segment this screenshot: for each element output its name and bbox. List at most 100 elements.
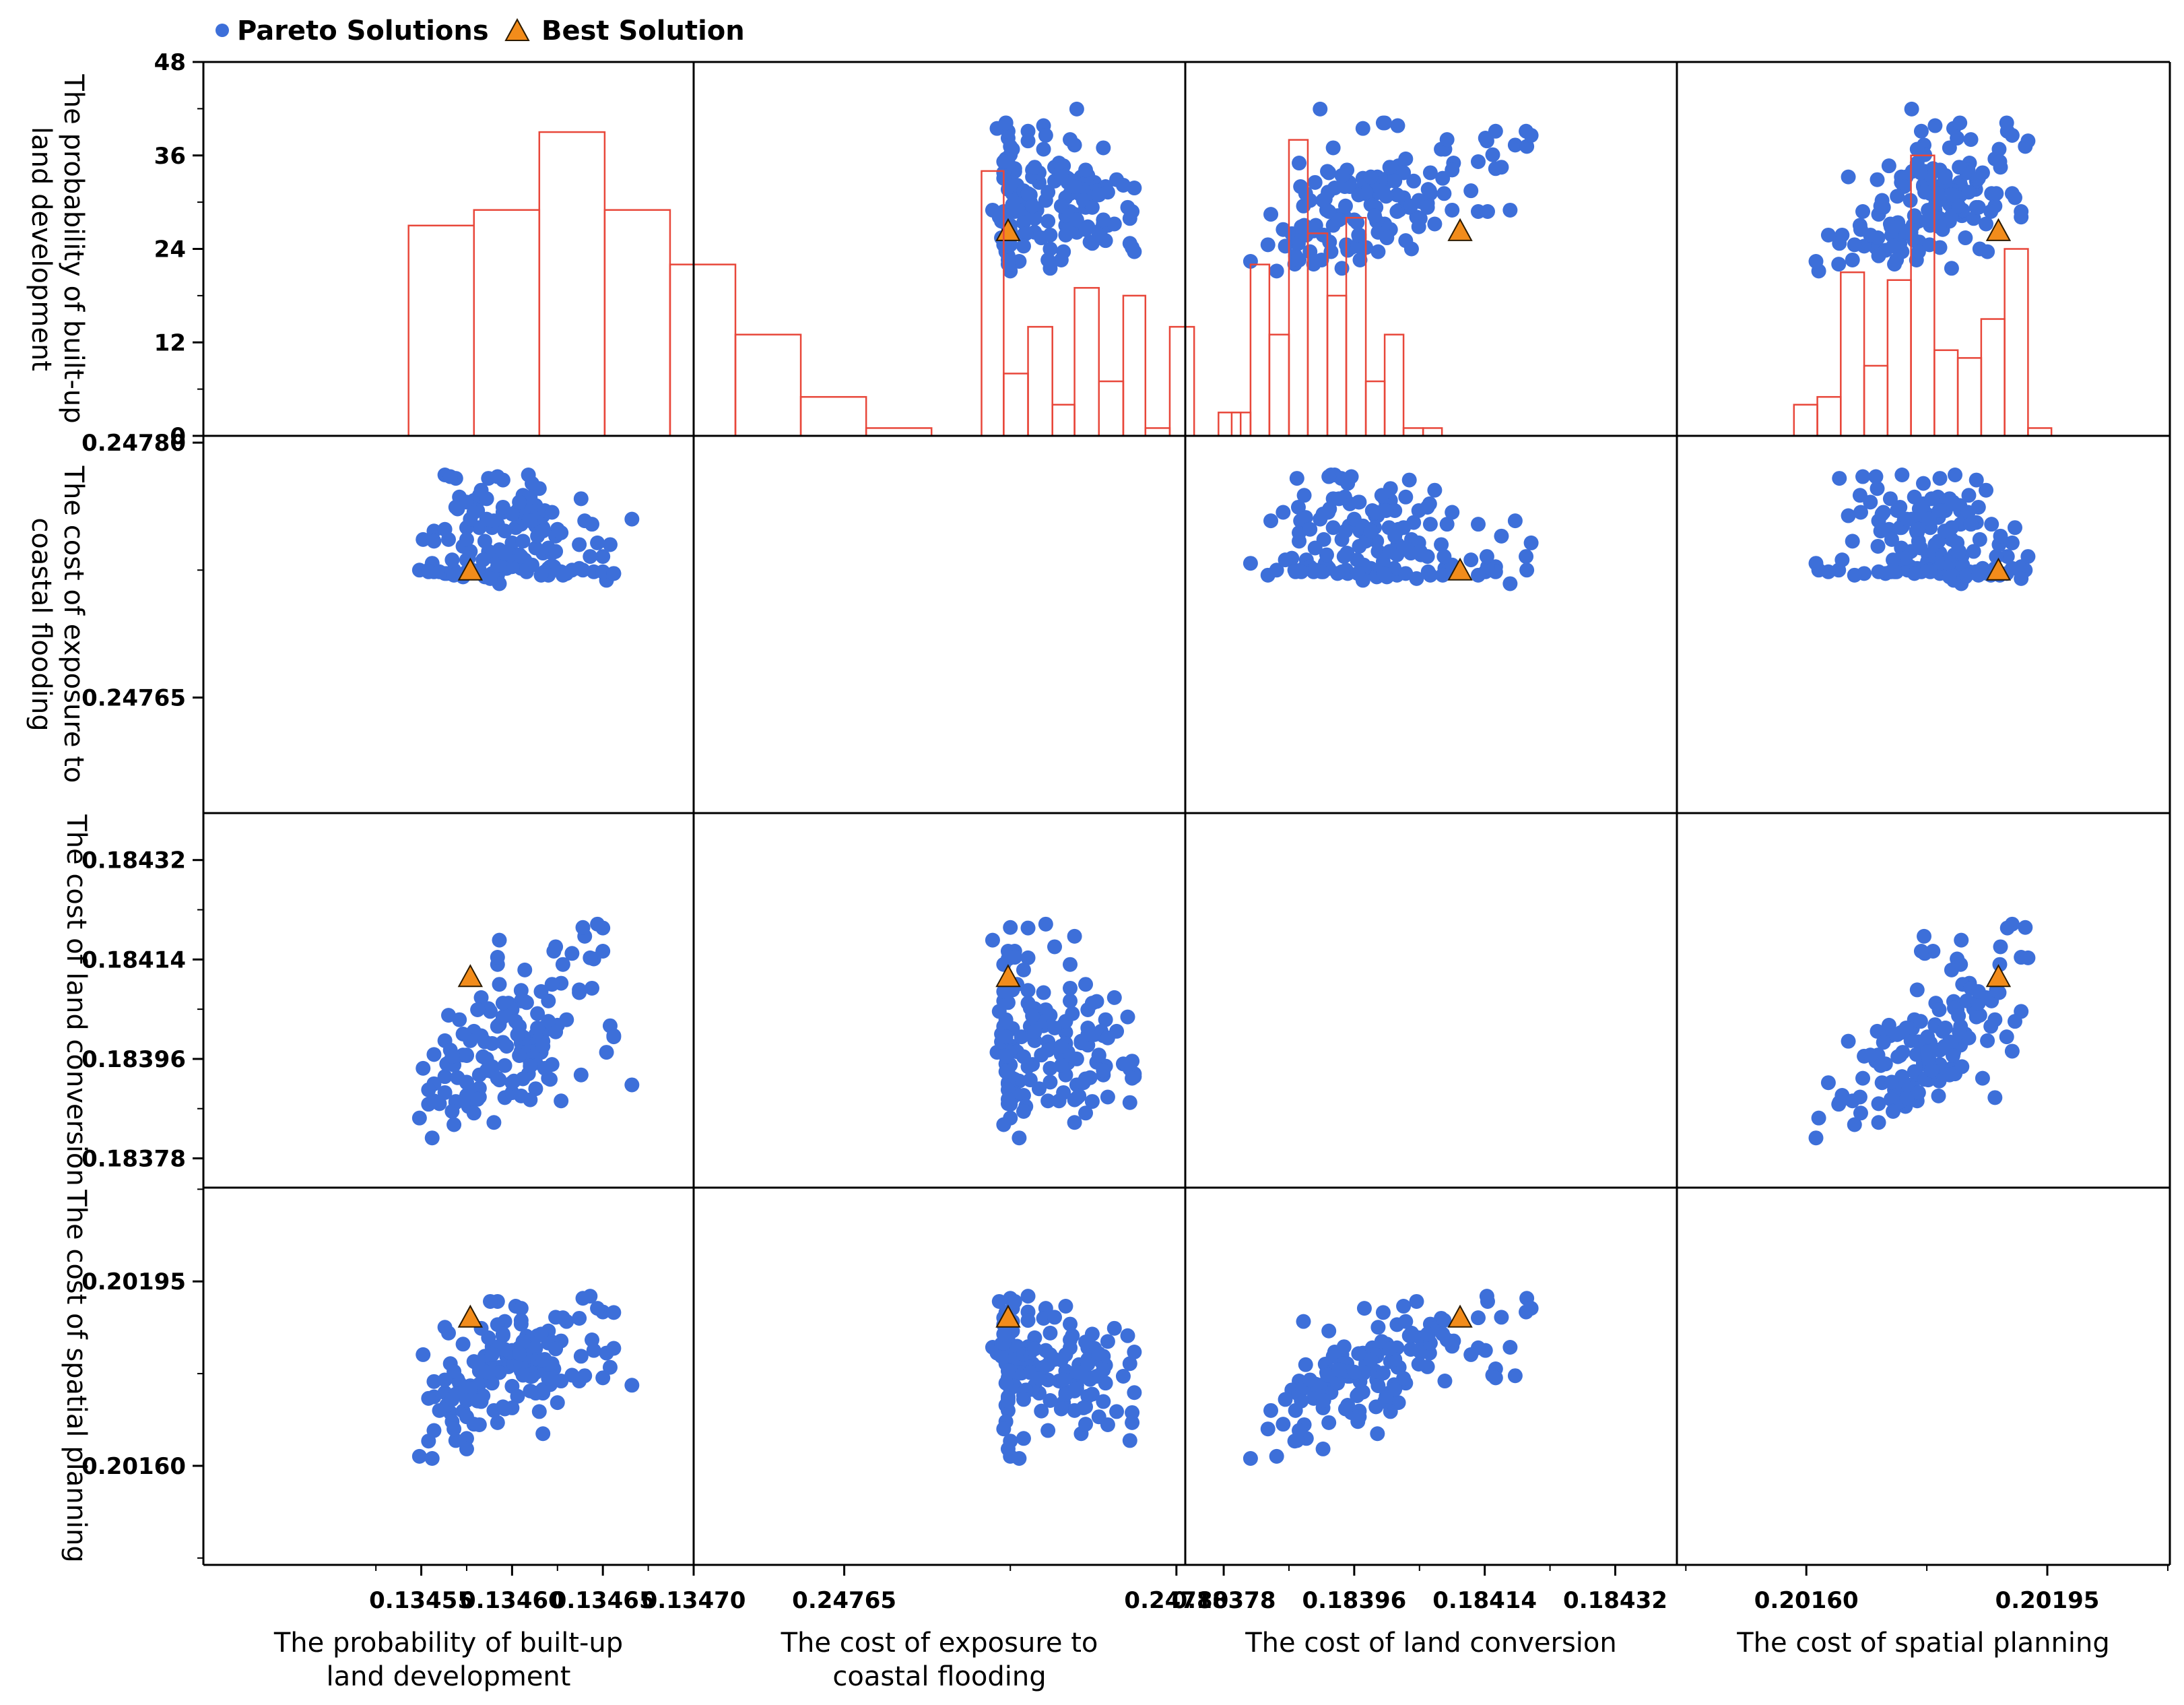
pareto-point — [1000, 1441, 1016, 1456]
pareto-point — [1069, 1091, 1084, 1106]
pareto-point — [1931, 503, 1947, 518]
pareto-point — [1971, 199, 1986, 215]
pareto-point — [1398, 1314, 1414, 1329]
pareto-points — [411, 916, 640, 1146]
pareto-point — [426, 1374, 442, 1389]
pareto-point — [1127, 1345, 1142, 1360]
pareto-point — [1855, 1070, 1871, 1086]
pareto-point — [1003, 139, 1018, 154]
pareto-point — [1014, 1029, 1029, 1045]
pareto-point — [1873, 198, 1888, 214]
pareto-point — [515, 1368, 531, 1383]
pareto-point — [1917, 185, 1933, 200]
pareto-point — [1932, 471, 1948, 486]
best-solution-marker — [457, 557, 484, 581]
pareto-point — [1056, 244, 1071, 259]
pareto-point — [590, 535, 605, 550]
pareto-point — [1115, 177, 1131, 193]
pareto-point — [490, 1415, 505, 1430]
pareto-point — [1883, 1091, 1898, 1107]
pareto-point — [548, 1024, 564, 1039]
pareto-point — [1243, 556, 1258, 571]
pareto-point — [548, 1341, 564, 1357]
y-tick-label: 48 — [154, 49, 186, 76]
pareto-point — [554, 1374, 569, 1389]
legend-best-marker — [504, 18, 530, 41]
pareto-point — [1847, 567, 1862, 583]
pareto-point — [1403, 241, 1419, 257]
pareto-point — [444, 1103, 460, 1119]
pareto-points — [985, 101, 1142, 279]
pareto-point — [1387, 528, 1403, 544]
pareto-point — [1959, 993, 1975, 1008]
pareto-point — [1078, 1105, 1094, 1121]
pareto-point — [1331, 1362, 1347, 1378]
pareto-point — [572, 537, 587, 552]
pareto-point — [1260, 237, 1276, 253]
pareto-point — [1989, 186, 2004, 201]
pareto-point — [446, 567, 462, 583]
pareto-point — [1127, 1385, 1142, 1401]
pareto-point — [1954, 932, 1969, 948]
pareto-point — [1403, 546, 1418, 561]
histogram-bar — [603, 209, 671, 437]
pareto-point — [1894, 468, 1910, 483]
pareto-point — [535, 1352, 551, 1368]
pareto-point — [1316, 1392, 1331, 1408]
pareto-point — [1847, 237, 1862, 253]
pareto-point — [1968, 472, 1984, 488]
pareto-point — [602, 537, 618, 552]
histogram-bar — [2027, 427, 2053, 437]
pareto-point — [437, 1069, 453, 1085]
pareto-point — [1523, 127, 1539, 143]
pareto-point — [2004, 1043, 2020, 1059]
pareto-point — [1944, 261, 1959, 276]
x-tick-label: 0.13455 — [369, 1587, 473, 1614]
pareto-point — [1043, 1060, 1058, 1076]
histogram-bar — [1422, 427, 1443, 437]
pareto-point — [2018, 920, 2033, 935]
pareto-point — [1289, 471, 1304, 486]
pareto-point — [426, 523, 442, 539]
x-tick-label: 0.18414 — [1432, 1587, 1537, 1614]
panel-r4-c3 — [1243, 1289, 1539, 1467]
pareto-point — [1063, 132, 1078, 148]
pareto-point — [444, 552, 460, 568]
pareto-point — [523, 1058, 538, 1074]
pareto-point — [1445, 505, 1460, 520]
pareto-point — [1047, 939, 1062, 955]
pareto-point — [1954, 1059, 1970, 1074]
pareto-point — [1363, 169, 1379, 185]
histogram-bar — [1402, 427, 1424, 437]
best-solution-marker — [457, 964, 484, 988]
pareto-point — [1993, 939, 2008, 955]
pareto-point — [1916, 476, 1931, 491]
pareto-point — [1439, 132, 1455, 148]
pareto-point — [1920, 1029, 1935, 1045]
best-solution-marker — [995, 964, 1021, 988]
pareto-point — [1832, 471, 1847, 486]
pareto-point — [1269, 1448, 1284, 1464]
x-tick-label: 0.13460 — [460, 1587, 564, 1614]
pareto-point — [1325, 140, 1341, 156]
pareto-point — [1337, 523, 1353, 539]
pareto-point — [1375, 1365, 1391, 1381]
pareto-point — [530, 1006, 545, 1021]
pareto-point — [1847, 1117, 1862, 1132]
pareto-point — [426, 1047, 442, 1062]
pareto-point — [544, 977, 560, 992]
pareto-point — [1396, 1371, 1412, 1386]
pareto-point — [1979, 482, 1994, 498]
pareto-point — [1276, 1417, 1291, 1432]
pareto-point — [1938, 1021, 1953, 1036]
pareto-point — [512, 1048, 527, 1064]
pareto-point — [1053, 1401, 1069, 1417]
y-tick-label: 0.18378 — [81, 1146, 186, 1173]
pareto-point — [1315, 193, 1331, 208]
pareto-point — [533, 984, 549, 999]
histogram-bar — [1051, 404, 1076, 437]
pareto-point — [515, 1334, 531, 1349]
pareto-point — [1051, 156, 1067, 171]
pareto-point — [530, 1021, 545, 1036]
pareto-point — [1316, 532, 1331, 547]
